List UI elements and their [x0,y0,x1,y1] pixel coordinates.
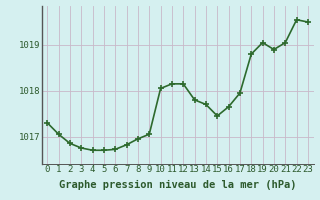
X-axis label: Graphe pression niveau de la mer (hPa): Graphe pression niveau de la mer (hPa) [59,180,296,190]
